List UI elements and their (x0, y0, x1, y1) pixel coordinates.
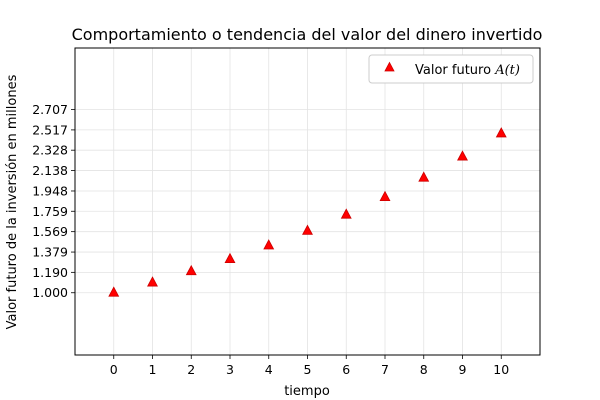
y-tick-label: 1.190 (32, 265, 68, 280)
chart-title: Comportamiento o tendencia del valor del… (72, 25, 543, 44)
y-axis-label: Valor futuro de la inversión en millones (5, 74, 20, 329)
grid (75, 48, 540, 355)
legend-marker-triangle (384, 61, 395, 72)
x-tick-label: 5 (304, 362, 312, 377)
x-tick-label: 6 (342, 362, 350, 377)
data-point-triangle (147, 276, 158, 287)
data-point-triangle (340, 208, 352, 219)
data-point-triangle (379, 190, 391, 201)
data-point-triangle (263, 239, 275, 250)
x-axis-label: tiempo (284, 384, 330, 399)
data-point-triangle (457, 150, 468, 161)
data-point-triangle (108, 286, 120, 297)
y-tick-label: 1.000 (32, 285, 68, 300)
x-tick-label: 8 (420, 362, 428, 377)
legend-box (368, 54, 534, 84)
x-tick-label: 9 (459, 362, 467, 377)
x-tick-label: 0 (110, 362, 118, 377)
data-point-triangle (224, 252, 236, 264)
y-tick-label: 2.138 (32, 163, 68, 178)
legend-label-math: A(t) (494, 63, 520, 78)
y-tick-label: 2.517 (32, 122, 68, 137)
legend-label-prefix: Valor futuro (415, 63, 495, 78)
data-point-triangle (495, 127, 507, 138)
x-tick-label: 10 (493, 362, 509, 377)
data-point-triangle (185, 264, 197, 276)
legend: Valor futuro A(t) (368, 54, 534, 84)
x-tick-label: 2 (187, 362, 195, 377)
x-tick-label: 7 (381, 362, 389, 377)
y-tick-label: 2.707 (32, 102, 68, 117)
y-tick-label: 1.759 (32, 204, 68, 219)
data-point-triangle (302, 224, 313, 235)
x-tick-label: 3 (226, 362, 234, 377)
data-point-triangle (418, 171, 430, 182)
y-tick-label: 1.948 (32, 183, 68, 198)
x-axis: 0 1 2 3 4 5 6 7 8 9 10 (110, 355, 509, 377)
y-tick-label: 1.569 (32, 224, 68, 239)
y-axis: 1.000 1.190 1.379 1.569 1.759 1.948 2.138 2.328… (32, 102, 75, 300)
y-tick-label: 2.328 (32, 143, 68, 158)
data-marks (108, 127, 507, 297)
y-tick-label: 1.379 (32, 245, 68, 260)
x-tick-label: 4 (265, 362, 273, 377)
x-tick-label: 1 (149, 362, 157, 377)
legend-label: Valor futuro A(t) (415, 63, 520, 78)
